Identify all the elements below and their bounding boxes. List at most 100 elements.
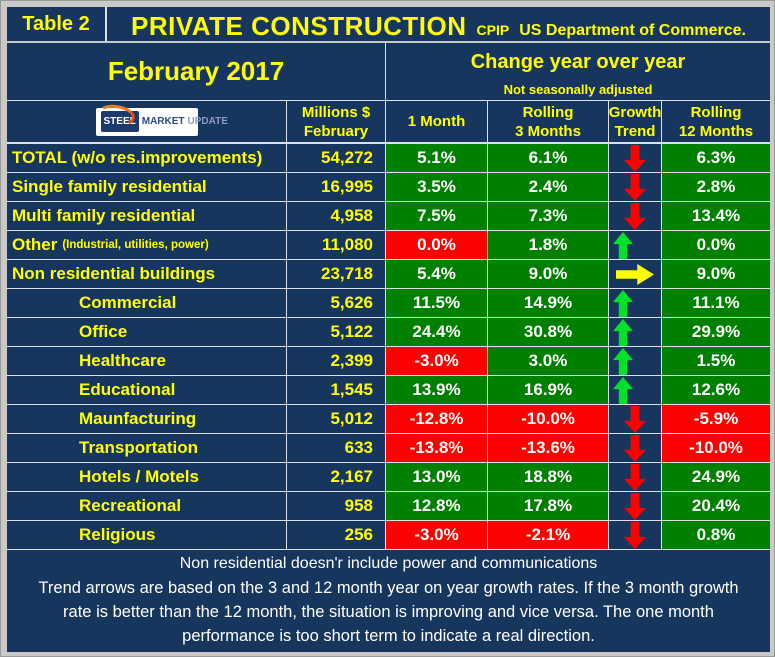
change-header: Change year over year Not seasonally adj… [386, 43, 770, 100]
arrow-down-icon [624, 464, 646, 491]
pct-rolling-12-months: 6.3% [662, 144, 770, 172]
logo-market-text: MARKET [141, 116, 185, 127]
change-title: Change year over year [470, 51, 686, 73]
table-row: Commercial 5,626 11.5% 14.9% 11.1% [7, 289, 770, 318]
millions-value: 23,718 [287, 260, 386, 288]
row-label: Hotels / Motels [79, 467, 199, 486]
pct-1-month: -12.8% [386, 405, 488, 433]
table-row: Religious 256 -3.0% -2.1% 0.8% [7, 521, 770, 550]
pct-1-month: 11.5% [386, 289, 488, 317]
pct-rolling-12-months: 0.8% [662, 521, 770, 549]
pct-1-month: 13.9% [386, 376, 488, 404]
pct-1-month: 3.5% [386, 173, 488, 201]
row-label-cell: Hotels / Motels [7, 463, 287, 491]
pct-1-month: 13.0% [386, 463, 488, 491]
table-row: Other (Industrial, utilities, power) 11,08… [7, 231, 770, 260]
millions-value: 633 [287, 434, 386, 462]
millions-value: 11,080 [287, 231, 386, 259]
row-label-cell: Office [7, 318, 287, 346]
row-label: Maunfacturing [79, 409, 197, 428]
pct-rolling-12-months: 29.9% [662, 318, 770, 346]
millions-value: 256 [287, 521, 386, 549]
arrow-down-icon [624, 522, 646, 549]
arrow-up-icon [613, 319, 633, 346]
pct-rolling-3-months: 14.9% [488, 289, 609, 317]
pct-rolling-12-months: 2.8% [662, 173, 770, 201]
row-label: Healthcare [79, 351, 166, 370]
row-label-cell: Transportation [7, 434, 287, 462]
period-month: February 2017 [7, 43, 386, 100]
pct-rolling-3-months: 9.0% [488, 260, 609, 288]
pct-1-month: -3.0% [386, 347, 488, 375]
table-row: Multi family residential 4,958 7.5% 7.3% 13.… [7, 202, 770, 231]
row-label-cell: Educational [7, 376, 287, 404]
row-label-cell: Religious [7, 521, 287, 549]
row-label: Religious [79, 525, 156, 544]
pct-rolling-3-months: -2.1% [488, 521, 609, 549]
column-header-millions-line2: February [303, 122, 369, 140]
millions-value: 2,399 [287, 347, 386, 375]
column-header-millions-line1: Millions $ [301, 103, 371, 121]
row-label-cell: Other (Industrial, utilities, power) [7, 231, 287, 259]
row-label-cell: Recreational [7, 492, 287, 520]
table-row: Maunfacturing 5,012 -12.8% -10.0% -5.9% [7, 405, 770, 434]
logo-update-text: UPDATE [187, 116, 228, 127]
row-label: Office [79, 322, 128, 341]
column-header-rolling-3-months: Rolling 3 Months [488, 101, 609, 142]
table-number-label: Table 2 [7, 7, 107, 41]
growth-trend-cell [609, 289, 662, 317]
pct-rolling-3-months: 6.1% [488, 144, 609, 172]
growth-trend-cell [609, 463, 662, 491]
pct-rolling-3-months: 2.4% [488, 173, 609, 201]
table-row: Hotels / Motels 2,167 13.0% 18.8% 24.9% [7, 463, 770, 492]
arrow-down-icon [624, 406, 646, 433]
pct-rolling-12-months: -10.0% [662, 434, 770, 462]
pct-rolling-12-months: 0.0% [662, 231, 770, 259]
growth-trend-cell [609, 231, 662, 259]
arrow-right-icon [616, 264, 654, 285]
arrow-down-icon [624, 493, 646, 520]
column-header-1-month: 1 Month [386, 101, 488, 142]
row-label: Single family residential [12, 177, 207, 196]
row-label-note: (Industrial, utilities, power) [62, 239, 209, 251]
column-header-growth-line1: Growth [608, 103, 662, 121]
arrow-up-icon [613, 232, 633, 259]
growth-trend-cell [609, 202, 662, 230]
source-label: US Department of Commerce. [519, 22, 746, 39]
table-row: Healthcare 2,399 -3.0% 3.0% 1.5% [7, 347, 770, 376]
pct-rolling-12-months: 13.4% [662, 202, 770, 230]
column-header-rolling-12-months: Rolling 12 Months [662, 101, 770, 142]
pct-rolling-3-months: 16.9% [488, 376, 609, 404]
pct-1-month: 24.4% [386, 318, 488, 346]
column-header-growth-line2: Trend [614, 122, 656, 140]
row-label: Recreational [79, 496, 182, 515]
title-row: Table 2 PRIVATE CONSTRUCTION CPIP US Dep… [7, 7, 770, 43]
pct-rolling-12-months: 24.9% [662, 463, 770, 491]
growth-trend-cell [609, 260, 662, 288]
pct-rolling-3-months: 18.8% [488, 463, 609, 491]
row-label: Transportation [79, 438, 199, 457]
pct-rolling-12-months: 9.0% [662, 260, 770, 288]
millions-value: 5,122 [287, 318, 386, 346]
pct-rolling-12-months: 12.6% [662, 376, 770, 404]
table-row: Transportation 633 -13.8% -13.6% -10.0% [7, 434, 770, 463]
row-label: Commercial [79, 293, 177, 312]
pct-rolling-3-months: 7.3% [488, 202, 609, 230]
footer-note-1: Non residential doesn'r include power an… [179, 555, 598, 572]
table-body: TOTAL (w/o res.improvements) 54,272 5.1% 6.… [7, 144, 770, 550]
title-text: PRIVATE CONSTRUCTION [131, 11, 467, 41]
arrow-down-icon [624, 174, 646, 201]
millions-value: 5,012 [287, 405, 386, 433]
change-subtitle: Not seasonally adjusted [503, 82, 653, 97]
row-label-cell: Healthcare [7, 347, 287, 375]
pct-rolling-12-months: 20.4% [662, 492, 770, 520]
pct-rolling-3-months: 30.8% [488, 318, 609, 346]
growth-trend-cell [609, 144, 662, 172]
growth-trend-cell [609, 347, 662, 375]
pct-1-month: 7.5% [386, 202, 488, 230]
row-label-cell: Non residential buildings [7, 260, 287, 288]
row-label-cell: Single family residential [7, 173, 287, 201]
growth-trend-cell [609, 405, 662, 433]
pct-rolling-3-months: 17.8% [488, 492, 609, 520]
